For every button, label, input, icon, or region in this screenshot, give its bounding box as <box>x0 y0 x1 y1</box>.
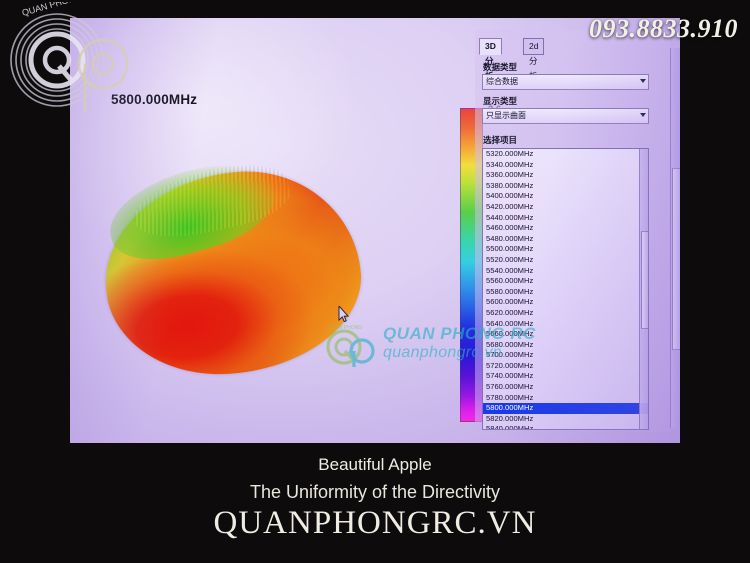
list-item[interactable]: 5840.000MHz <box>486 424 534 430</box>
list-item[interactable]: 5640.000MHz <box>486 318 534 328</box>
list-item[interactable]: 5320.000MHz <box>486 149 534 158</box>
select-item-label: 选择项目 <box>483 135 518 145</box>
frequency-list-items[interactable]: 5320.000MHz 5340.000MHz 5360.000MHz 5380.00… <box>483 149 648 430</box>
list-item[interactable]: 5760.000MHz <box>486 382 534 392</box>
list-item[interactable]: 5460.000MHz <box>486 223 534 233</box>
listbox-scrollbar-thumb[interactable] <box>641 231 648 329</box>
list-item[interactable]: 5340.000MHz <box>486 159 534 169</box>
list-item[interactable]: 5600.000MHz <box>486 297 534 307</box>
tab-3d-analysis[interactable]: 3D分析 <box>479 38 502 81</box>
monitor-screen: 5800.000MHz 2.6 1.0 -4.0 -7.3 -11.6 -15.… <box>70 18 680 443</box>
chevron-down-icon <box>640 113 646 117</box>
display-type-label: 显示类型 <box>483 96 518 106</box>
list-item[interactable]: 5660.000MHz <box>486 329 534 339</box>
data-type-value: 综合数据 <box>486 77 518 86</box>
chevron-down-icon <box>640 79 646 83</box>
list-item[interactable]: 5700.000MHz <box>486 350 534 360</box>
list-item[interactable]: 5420.000MHz <box>486 201 534 211</box>
data-type-select[interactable]: 综合数据 <box>482 74 649 90</box>
frequency-listbox[interactable]: 5320.000MHz 5340.000MHz 5360.000MHz 5380.00… <box>482 148 649 430</box>
list-item[interactable]: 5820.000MHz <box>486 413 534 423</box>
caption-website: QUANPHONGRC.VN <box>213 505 537 541</box>
list-item[interactable]: 5380.000MHz <box>486 180 534 190</box>
list-item[interactable]: 5540.000MHz <box>486 265 534 275</box>
plot-frequency-label: 5800.000MHz <box>111 92 198 107</box>
radiation-plot-area[interactable]: 5800.000MHz <box>70 18 470 443</box>
tab-2d-analysis[interactable]: 2d分析 <box>523 38 545 81</box>
phone-number: 093.8833.910 <box>589 14 738 43</box>
list-item[interactable]: 5800.000MHz <box>483 403 648 414</box>
panel-scrollbar-thumb[interactable] <box>672 168 680 350</box>
list-item[interactable]: 5620.000MHz <box>486 307 534 317</box>
list-item[interactable]: 5500.000MHz <box>486 244 534 254</box>
list-item[interactable]: 5360.000MHz <box>486 170 534 180</box>
logo-ring-text: QUAN PHONG <box>21 2 83 18</box>
caption-line-1: Beautiful Apple <box>318 455 432 474</box>
data-type-label: 数据类型 <box>483 62 518 72</box>
list-item[interactable]: 5520.000MHz <box>486 254 534 264</box>
list-item[interactable]: 5580.000MHz <box>486 286 534 296</box>
caption-line-2: The Uniformity of the Directivity <box>249 482 501 502</box>
list-item[interactable]: 5440.000MHz <box>486 212 534 222</box>
list-item[interactable]: 5780.000MHz <box>486 392 534 402</box>
list-item[interactable]: 5400.000MHz <box>486 191 534 201</box>
display-type-value: 只显示曲面 <box>486 111 526 120</box>
list-item[interactable]: 5720.000MHz <box>486 360 534 370</box>
radiation-surface-blob[interactable] <box>93 149 372 388</box>
list-item[interactable]: 5480.000MHz <box>486 233 534 243</box>
list-item[interactable]: 5680.000MHz <box>486 339 534 349</box>
listbox-scrollbar[interactable] <box>639 149 648 429</box>
list-item[interactable]: 5740.000MHz <box>486 371 534 381</box>
list-item[interactable]: 5560.000MHz <box>486 276 534 286</box>
panel-scrollbar[interactable] <box>670 48 680 428</box>
display-type-select[interactable]: 只显示曲面 <box>482 108 649 124</box>
mouse-pointer-icon <box>338 306 349 322</box>
control-panel: 3D分析 2d分析 数据类型 综合数据 显示类型 只显示曲面 选择项目 5320… <box>475 30 670 432</box>
